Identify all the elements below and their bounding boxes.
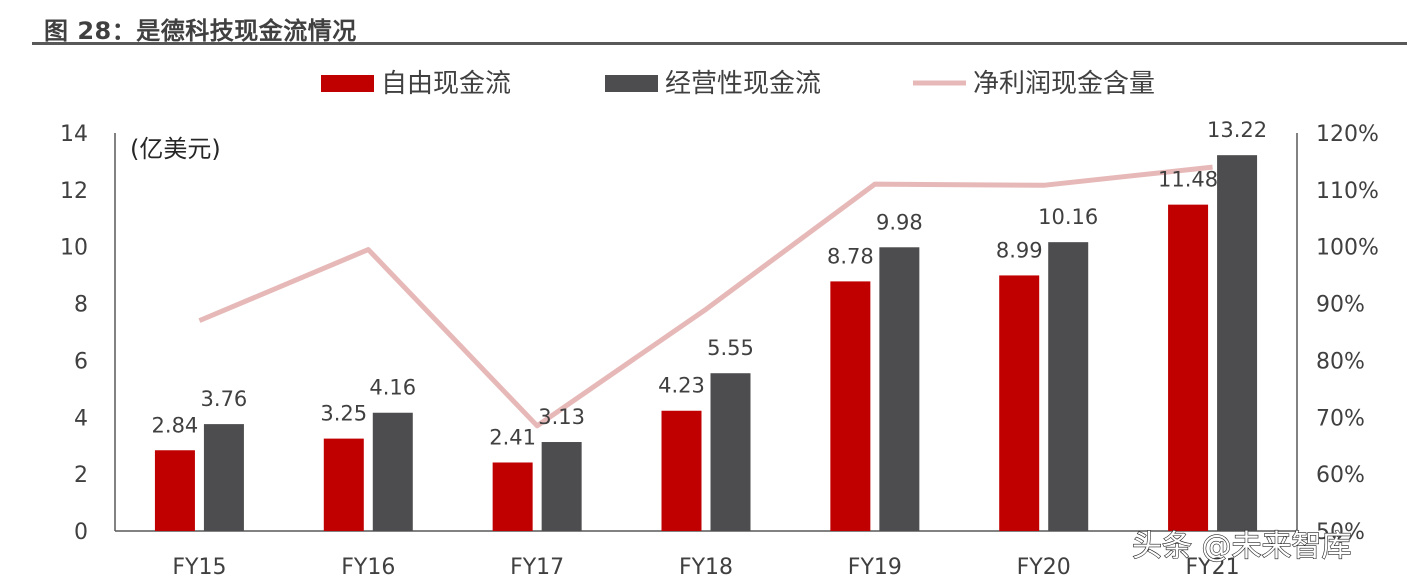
data-label: 10.16 <box>1038 205 1098 229</box>
data-label: 13.22 <box>1207 118 1267 142</box>
data-label: 2.84 <box>152 413 199 437</box>
left-tick-label: 2 <box>74 463 88 488</box>
bar <box>710 373 751 531</box>
data-label: 3.13 <box>538 405 585 429</box>
bar <box>830 281 871 531</box>
data-label: 8.99 <box>996 238 1043 262</box>
right-tick-label: 110% <box>1316 179 1379 204</box>
right-tick-label: 80% <box>1316 349 1365 374</box>
left-tick-label: 0 <box>74 520 88 545</box>
data-label: 4.16 <box>369 376 416 400</box>
bars <box>154 155 1258 532</box>
left-tick-label: 12 <box>60 179 88 204</box>
right-tick-label: 90% <box>1316 293 1365 318</box>
data-label: 3.76 <box>201 387 248 411</box>
bar <box>154 450 195 531</box>
bar <box>541 442 582 531</box>
unit-label: (亿美元) <box>130 135 221 163</box>
bar <box>203 424 244 531</box>
legend: 自由现金流 经营性现金流 净利润现金含量 <box>321 69 1155 99</box>
data-label: 2.41 <box>489 425 536 449</box>
legend-label: 自由现金流 <box>381 69 511 99</box>
legend-swatch <box>605 75 658 92</box>
line-series <box>198 164 1213 429</box>
figure-title: 图 28：是德科技现金流情况 <box>44 17 357 45</box>
bar <box>372 412 413 531</box>
data-labels: 2.84 3.25 2.41 4.23 8.78 8.99 11.48 3.76 4.16 3.1… <box>152 118 1268 449</box>
left-tick-label: 10 <box>60 236 88 261</box>
data-label: 3.25 <box>320 402 367 426</box>
legend-swatch <box>321 75 374 92</box>
legend-label: 净利润现金含量 <box>973 69 1155 99</box>
bar <box>323 438 364 531</box>
x-tick-label: FY16 <box>341 555 395 580</box>
legend-label: 经营性现金流 <box>665 69 821 99</box>
data-label: 9.98 <box>876 210 923 234</box>
right-tick-label: 100% <box>1316 236 1379 261</box>
x-tick-label: FY18 <box>679 555 733 580</box>
bar <box>1217 155 1258 531</box>
right-tick-label: 70% <box>1316 406 1365 431</box>
bar <box>1168 204 1209 531</box>
left-tick-label: 4 <box>74 406 88 431</box>
right-tick-label: 60% <box>1316 463 1365 488</box>
x-tick-label: FY17 <box>510 555 564 580</box>
watermark: 头条 @未来智库 <box>1132 529 1352 564</box>
x-tick-label: FY19 <box>848 555 902 580</box>
data-label: 5.55 <box>707 336 754 360</box>
left-tick-label: 14 <box>60 122 88 147</box>
x-tick-label: FY15 <box>172 555 226 580</box>
net-profit-cash-ratio-line <box>198 164 1213 429</box>
data-label: 4.23 <box>658 374 705 398</box>
left-tick-label: 8 <box>74 293 88 318</box>
right-tick-label: 120% <box>1316 122 1379 147</box>
data-label: 8.78 <box>827 244 874 268</box>
right-tick-label: 50% <box>1316 520 1365 545</box>
bar <box>1048 242 1089 531</box>
axes: 0 2 4 6 8 10 12 14 50% 60% 70% 80% 90% 100% 110% 120% FY… <box>60 122 1379 580</box>
bar <box>492 462 533 531</box>
title-rule <box>32 42 1407 45</box>
bar <box>879 247 920 532</box>
left-tick-label: 6 <box>74 349 88 374</box>
x-tick-label: FY21 <box>1186 555 1240 580</box>
data-label: 11.48 <box>1158 168 1218 192</box>
x-tick-label: FY20 <box>1017 555 1071 580</box>
bar <box>661 410 702 531</box>
bar <box>999 275 1040 531</box>
